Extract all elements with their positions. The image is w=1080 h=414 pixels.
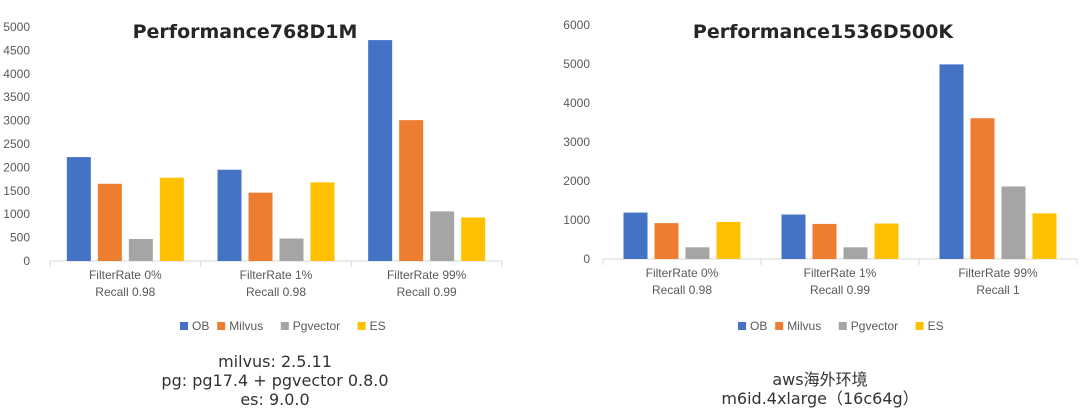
legend-swatch-ob <box>180 322 188 330</box>
note-line-milvus: milvus: 2.5.11 <box>218 352 332 371</box>
chart-title: Performance768D1M <box>133 21 358 43</box>
x-category-label: Recall 1 <box>976 283 1020 297</box>
bar-milvus-2 <box>812 223 837 259</box>
legend-label-pgvector: Pgvector <box>293 319 340 333</box>
note-line-pg: pg: pg17.4 + pgvector 0.8.0 <box>161 371 389 390</box>
legend-swatch-es <box>357 322 366 330</box>
bar-es-1 <box>159 177 184 261</box>
bar-pgvector-1 <box>128 239 153 261</box>
legend-label-ob: OB <box>192 319 209 333</box>
x-category-label: FilterRate 0% <box>646 266 719 280</box>
bar-pgvector-1 <box>685 247 710 259</box>
y-tick-label: 4000 <box>563 96 590 110</box>
bar-ob-1 <box>623 212 648 259</box>
x-category-label: FilterRate 1% <box>240 268 313 282</box>
bar-pgvector-3 <box>1001 186 1026 259</box>
y-tick-label: 1000 <box>563 213 590 227</box>
legend-swatch-milvus <box>775 322 784 330</box>
x-category-label: FilterRate 99% <box>387 268 467 282</box>
y-tick-label: 0 <box>583 252 590 266</box>
note-line-environment: aws海外环境 <box>772 370 868 389</box>
bar-es-2 <box>874 223 899 259</box>
x-category-label: Recall 0.98 <box>246 285 306 299</box>
bar-es-3 <box>461 217 486 261</box>
bar-pgvector-2 <box>843 247 868 259</box>
y-tick-label: 2500 <box>3 137 30 151</box>
y-tick-label: 3000 <box>563 135 590 149</box>
x-category-label: FilterRate 1% <box>804 266 877 280</box>
y-tick-label: 4500 <box>3 43 30 57</box>
note-line-instance: m6id.4xlarge（16c64g） <box>721 389 919 408</box>
bar-pgvector-2 <box>279 238 304 261</box>
legend-swatch-pgvector <box>838 322 847 330</box>
y-tick-label: 4000 <box>3 67 30 81</box>
y-tick-label: 5000 <box>3 20 30 34</box>
note-line-es: es: 9.0.0 <box>240 390 310 409</box>
x-category-label: Recall 0.98 <box>95 285 155 299</box>
bar-milvus-2 <box>248 192 273 261</box>
bar-milvus-1 <box>654 223 679 259</box>
y-tick-label: 5000 <box>563 57 590 71</box>
bar-ob-2 <box>781 214 806 259</box>
bar-ob-1 <box>66 157 91 261</box>
bar-es-2 <box>310 182 335 261</box>
chart-title: Performance1536D500K <box>693 21 954 43</box>
chart-panel-right: Performance1536D500K 0 1000 2000 3000 4000 500… <box>540 0 1080 414</box>
y-tick-label: 1500 <box>3 184 30 198</box>
bar-chart-performance768d1m: Performance768D1M 0 500 1000 1500 2000 2500 300… <box>3 20 503 333</box>
legend-label-ob: OB <box>750 319 767 333</box>
legend-label-pgvector: Pgvector <box>851 319 898 333</box>
bar-milvus-1 <box>97 183 122 261</box>
y-tick-label: 6000 <box>563 18 590 32</box>
x-category-label: FilterRate 0% <box>89 268 162 282</box>
bar-pgvector-3 <box>430 211 455 261</box>
legend-label-milvus: Milvus <box>229 319 263 333</box>
y-tick-label: 3500 <box>3 90 30 104</box>
bar-es-3 <box>1032 213 1057 259</box>
legend-swatch-milvus <box>217 322 226 330</box>
bar-milvus-3 <box>970 118 995 260</box>
y-tick-label: 2000 <box>563 174 590 188</box>
x-category-label: Recall 0.98 <box>652 283 712 297</box>
legend-swatch-es <box>915 322 924 330</box>
x-category-label: FilterRate 99% <box>958 266 1038 280</box>
chart-panel-left: Performance768D1M 0 500 1000 1500 2000 2500 300… <box>0 0 530 414</box>
legend-label-es: ES <box>370 319 386 333</box>
y-tick-label: 0 <box>23 254 30 268</box>
legend-label-milvus: Milvus <box>787 319 821 333</box>
version-notes: milvus: 2.5.11 pg: pg17.4 + pgvector 0.8… <box>150 352 400 409</box>
x-category-label: Recall 0.99 <box>397 285 457 299</box>
environment-notes: aws海外环境 m6id.4xlarge（16c64g） <box>670 370 970 408</box>
y-tick-label: 500 <box>10 231 30 245</box>
bar-ob-3 <box>939 64 964 259</box>
bar-milvus-3 <box>399 120 424 261</box>
bar-ob-3 <box>368 40 393 261</box>
y-tick-label: 3000 <box>3 114 30 128</box>
y-tick-label: 1000 <box>3 207 30 221</box>
bar-chart-performance1536d500k: Performance1536D500K 0 1000 2000 3000 4000 500… <box>563 18 1078 333</box>
bar-es-1 <box>716 221 741 259</box>
legend-swatch-pgvector <box>280 322 289 330</box>
y-tick-label: 2000 <box>3 160 30 174</box>
legend-swatch-ob <box>738 322 746 330</box>
x-category-label: Recall 0.99 <box>810 283 870 297</box>
bar-ob-2 <box>217 169 242 261</box>
legend-label-es: ES <box>928 319 944 333</box>
